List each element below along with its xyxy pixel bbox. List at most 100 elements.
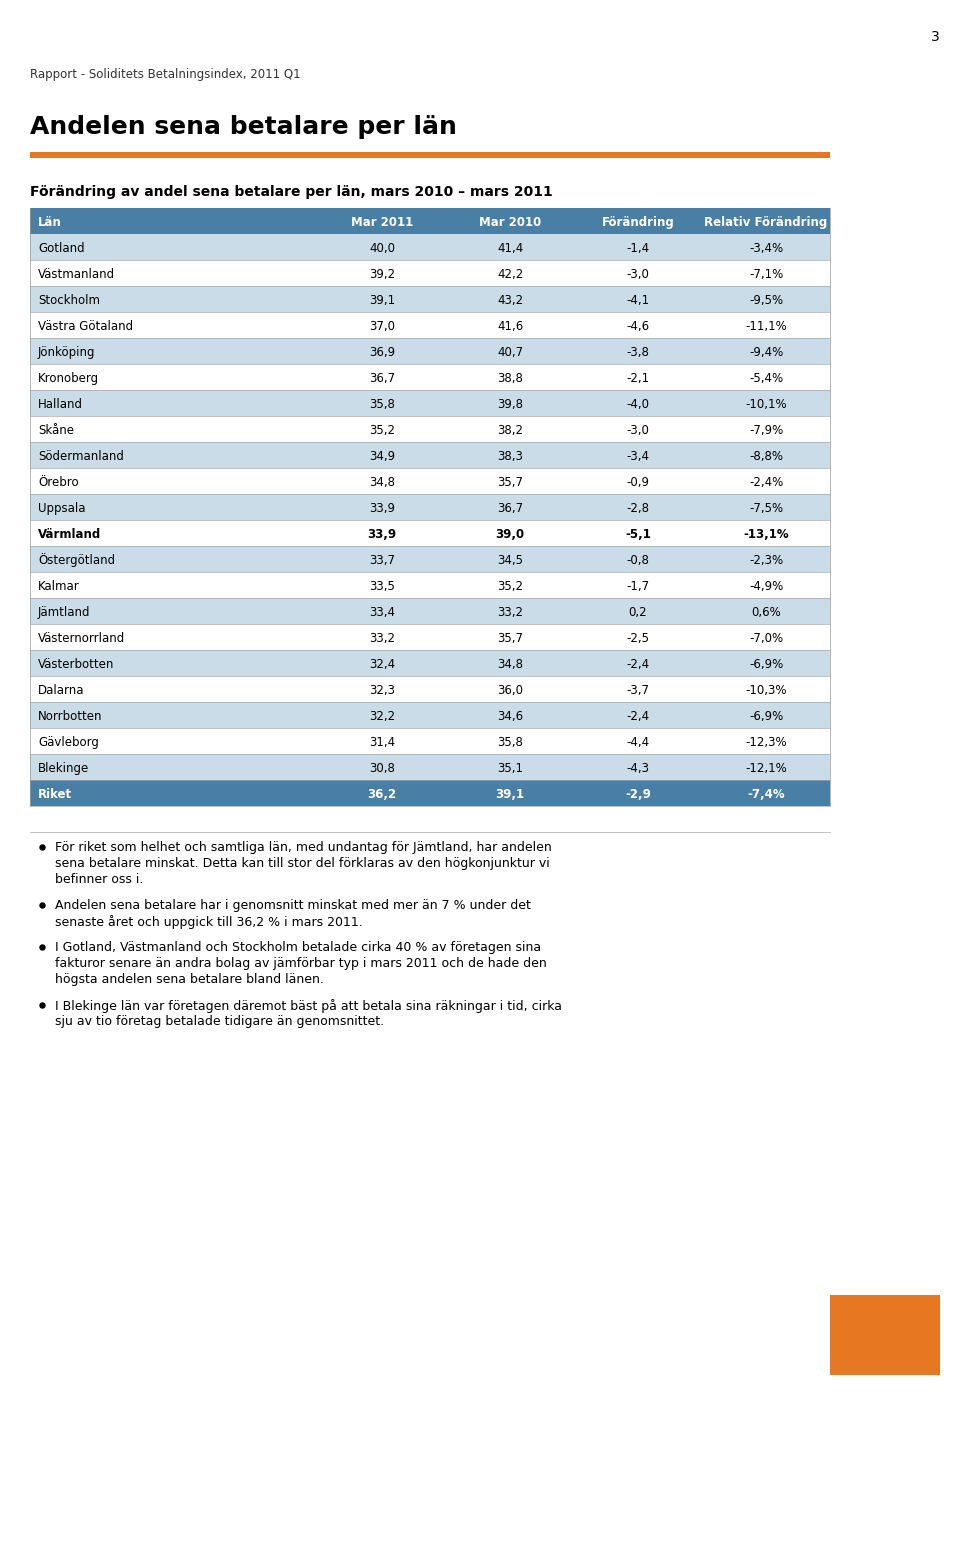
Text: Mar 2011: Mar 2011: [350, 216, 413, 229]
Text: -4,1: -4,1: [627, 294, 650, 306]
Text: -7,1%: -7,1%: [749, 267, 783, 280]
Text: 39,8: 39,8: [497, 398, 523, 411]
Text: Östergötland: Östergötland: [38, 554, 115, 568]
Text: -4,0: -4,0: [627, 398, 650, 411]
Text: 32,4: 32,4: [369, 658, 396, 670]
Text: 39,1: 39,1: [495, 787, 524, 801]
Text: Kalmar: Kalmar: [38, 580, 80, 592]
Text: -10,1%: -10,1%: [745, 398, 787, 411]
Text: Västra Götaland: Västra Götaland: [38, 319, 133, 333]
Text: 36,2: 36,2: [368, 787, 396, 801]
Text: 40,0: 40,0: [369, 241, 395, 255]
Text: Förändring av andel sena betalare per län, mars 2010 – mars 2011: Förändring av andel sena betalare per lä…: [30, 185, 553, 199]
Text: -12,3%: -12,3%: [745, 736, 787, 748]
Text: 37,0: 37,0: [369, 319, 395, 333]
Text: 35,2: 35,2: [369, 423, 395, 437]
Text: 42,2: 42,2: [497, 267, 523, 280]
Bar: [30, 468, 830, 494]
Text: 36,7: 36,7: [369, 372, 396, 384]
Bar: [30, 650, 830, 676]
Text: Gävleborg: Gävleborg: [38, 736, 99, 748]
Bar: [30, 728, 830, 754]
Bar: [30, 701, 830, 728]
Text: 31,4: 31,4: [369, 736, 396, 748]
Text: Örebro: Örebro: [38, 476, 79, 488]
Bar: [30, 572, 830, 599]
Bar: [30, 599, 830, 624]
Text: befinner oss i.: befinner oss i.: [55, 872, 143, 886]
Text: -9,4%: -9,4%: [749, 345, 783, 359]
Text: 38,3: 38,3: [497, 449, 523, 462]
Text: 0,6%: 0,6%: [751, 605, 780, 619]
Text: 36,7: 36,7: [497, 502, 523, 515]
Text: -7,0%: -7,0%: [749, 631, 783, 644]
Text: 36,0: 36,0: [497, 684, 523, 697]
Text: 34,5: 34,5: [497, 554, 523, 566]
Bar: [30, 624, 830, 650]
Text: -8,8%: -8,8%: [749, 449, 783, 462]
Text: Blekinge: Blekinge: [38, 762, 89, 774]
Text: -2,4%: -2,4%: [749, 476, 783, 488]
Text: 36,9: 36,9: [369, 345, 396, 359]
Text: -2,5: -2,5: [627, 631, 650, 644]
Text: 34,8: 34,8: [497, 658, 523, 670]
Text: sju av tio företag betalade tidigare än genomsnittet.: sju av tio företag betalade tidigare än …: [55, 1015, 384, 1028]
Text: 33,4: 33,4: [369, 605, 395, 619]
Text: I Blekinge län var företagen däremot bäst på att betala sina räkningar i tid, ci: I Blekinge län var företagen däremot bäs…: [55, 998, 562, 1012]
Bar: [30, 208, 830, 233]
Text: -2,4: -2,4: [627, 658, 650, 670]
Bar: [30, 494, 830, 519]
Text: -9,5%: -9,5%: [749, 294, 783, 306]
Text: -10,3%: -10,3%: [745, 684, 787, 697]
Text: -3,7: -3,7: [627, 684, 650, 697]
Text: -3,4: -3,4: [627, 449, 650, 462]
Text: 34,6: 34,6: [497, 709, 523, 723]
Text: 38,8: 38,8: [497, 372, 523, 384]
Text: För riket som helhet och samtliga län, med undantag för Jämtland, har andelen: För riket som helhet och samtliga län, m…: [55, 841, 552, 854]
Bar: [30, 233, 830, 260]
Text: -7,5%: -7,5%: [749, 502, 783, 515]
Text: -4,6: -4,6: [627, 319, 650, 333]
Text: -13,1%: -13,1%: [743, 527, 789, 541]
Text: 35,7: 35,7: [497, 631, 523, 644]
Text: Kronoberg: Kronoberg: [38, 372, 99, 384]
Text: -1,4: -1,4: [627, 241, 650, 255]
Text: 39,1: 39,1: [369, 294, 396, 306]
Text: -3,8: -3,8: [627, 345, 649, 359]
Text: 35,1: 35,1: [497, 762, 523, 774]
Text: I Gotland, Västmanland och Stockholm betalade cirka 40 % av företagen sina: I Gotland, Västmanland och Stockholm bet…: [55, 941, 541, 955]
Bar: [30, 754, 830, 781]
Bar: [30, 417, 830, 442]
Bar: [30, 781, 830, 805]
Text: -2,3%: -2,3%: [749, 554, 783, 566]
Bar: [30, 260, 830, 286]
Text: -0,8: -0,8: [627, 554, 649, 566]
Text: -5,4%: -5,4%: [749, 372, 783, 384]
Text: Västmanland: Västmanland: [38, 267, 115, 280]
Bar: [30, 152, 830, 159]
Text: 3: 3: [931, 30, 940, 44]
Text: sena betalare minskat. Detta kan till stor del förklaras av den högkonjunktur vi: sena betalare minskat. Detta kan till st…: [55, 857, 550, 869]
Text: 33,7: 33,7: [369, 554, 395, 566]
Text: -4,3: -4,3: [627, 762, 650, 774]
Text: 35,7: 35,7: [497, 476, 523, 488]
Text: 34,8: 34,8: [369, 476, 395, 488]
Bar: [30, 546, 830, 572]
Text: 33,9: 33,9: [369, 502, 395, 515]
Text: 41,6: 41,6: [497, 319, 523, 333]
Text: 33,2: 33,2: [369, 631, 395, 644]
Text: 35,8: 35,8: [497, 736, 523, 748]
Text: 40,7: 40,7: [497, 345, 523, 359]
Text: 35,8: 35,8: [369, 398, 395, 411]
Text: Skåne: Skåne: [38, 423, 74, 437]
Text: Halland: Halland: [38, 398, 83, 411]
Text: 30,8: 30,8: [369, 762, 395, 774]
Text: Rapport - Soliditets Betalningsindex, 2011 Q1: Rapport - Soliditets Betalningsindex, 20…: [30, 68, 300, 81]
Text: -3,4%: -3,4%: [749, 241, 783, 255]
Text: 33,2: 33,2: [497, 605, 523, 619]
Text: Värmland: Värmland: [38, 527, 101, 541]
Text: 32,2: 32,2: [369, 709, 396, 723]
Text: Västerbotten: Västerbotten: [38, 658, 114, 670]
Text: Andelen sena betalare per län: Andelen sena betalare per län: [30, 115, 457, 138]
Text: 32,3: 32,3: [369, 684, 395, 697]
